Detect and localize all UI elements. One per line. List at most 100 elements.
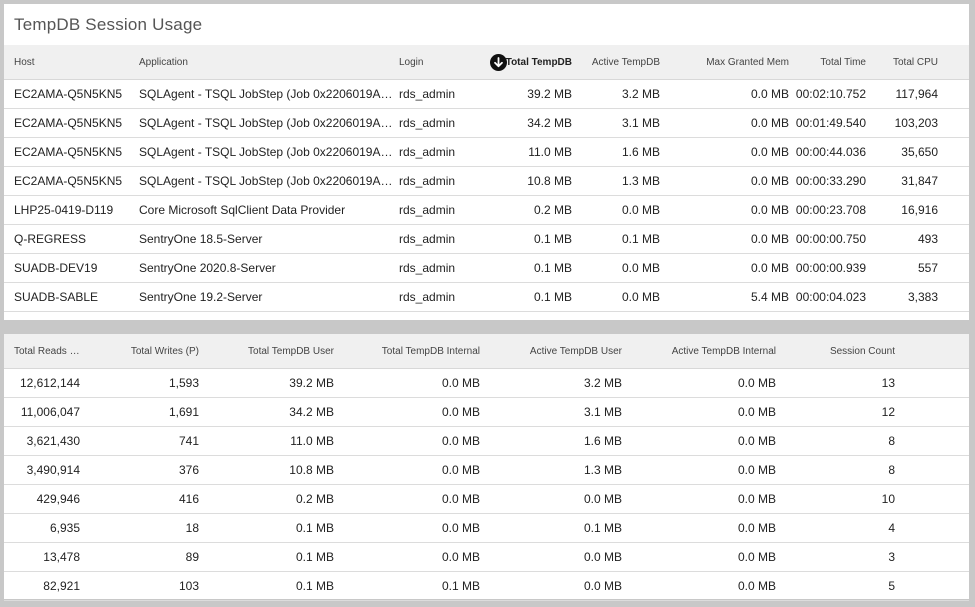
cell-active-tempdb: 1.6 MB: [621, 145, 660, 159]
cell-total-time: 00:00:00.750: [795, 232, 866, 246]
cell-total-writes: 18: [185, 521, 199, 535]
session-row[interactable]: EC2AMA-Q5N5KN5 SQLAgent - TSQL JobStep (J…: [4, 167, 969, 196]
cell-total-reads: 11,006,047: [20, 405, 80, 419]
column-header-active-tempdb[interactable]: Active TempDB: [591, 57, 660, 68]
cell-total-tempdb-internal: 0.0 MB: [441, 376, 480, 390]
cell-session-count: 3: [888, 550, 895, 564]
cell-application: SQLAgent - TSQL JobStep (Job 0x2206019AD…: [139, 116, 394, 130]
session-row[interactable]: EC2AMA-Q5N5KN5 SQLAgent - TSQL JobStep (J…: [4, 138, 969, 167]
cell-total-tempdb-user: 0.2 MB: [295, 492, 334, 506]
cell-total-tempdb-internal: 0.0 MB: [441, 550, 480, 564]
column-header-max-granted-mem[interactable]: Max Granted Mem: [706, 57, 789, 68]
cell-active-tempdb: 0.0 MB: [621, 203, 660, 217]
cell-active-tempdb-internal: 0.0 MB: [737, 376, 776, 390]
session-row[interactable]: LHP25-0419-D119 Core Microsoft SqlClient …: [4, 196, 969, 225]
column-header-active-tempdb-internal[interactable]: Active TempDB Internal: [671, 346, 776, 357]
cell-session-count: 8: [888, 463, 895, 477]
cell-host: EC2AMA-Q5N5KN5: [14, 87, 123, 101]
session-row[interactable]: EC2AMA-Q5N5KN5 SQLAgent - TSQL JobStep (J…: [4, 109, 969, 138]
cell-total-reads: 3,621,430: [26, 434, 80, 448]
session-row[interactable]: SUADB-SABLE SentryOne 19.2-Server rds_admi…: [4, 283, 969, 312]
io-row[interactable]: 82,921 103 0.1 MB 0.1 MB 0.0 MB 0.0 MB 5: [4, 572, 969, 601]
column-header-total-tempdb[interactable]: Total TempDB: [505, 57, 572, 68]
cell-session-count: 12: [881, 405, 895, 419]
cell-total-reads: 3,490,914: [26, 463, 80, 477]
cell-total-tempdb-internal: 0.0 MB: [441, 434, 480, 448]
cell-total-tempdb: 39.2 MB: [527, 87, 572, 101]
column-header-session-count[interactable]: Session Count: [829, 346, 895, 357]
cell-active-tempdb: 0.1 MB: [621, 232, 660, 246]
cell-total-cpu: 103,203: [894, 116, 938, 130]
cell-host: EC2AMA-Q5N5KN5: [14, 145, 123, 159]
cell-total-cpu: 31,847: [901, 174, 938, 188]
cell-host: SUADB-DEV19: [14, 261, 98, 275]
column-header-total-tempdb-internal[interactable]: Total TempDB Internal: [381, 346, 480, 357]
cell-active-tempdb-user: 3.2 MB: [583, 376, 622, 390]
cell-total-reads: 12,612,144: [19, 376, 80, 390]
cell-total-cpu: 117,964: [895, 87, 939, 101]
cell-active-tempdb: 3.2 MB: [621, 87, 660, 101]
session-row[interactable]: Q-REGRESS SentryOne 18.5-Server rds_admin 0…: [4, 225, 969, 254]
cell-total-writes: 416: [178, 492, 199, 506]
cell-active-tempdb: 0.0 MB: [621, 290, 660, 304]
sessions-table-header: Host Application Login Total TempDB Active T…: [4, 45, 969, 80]
cell-total-tempdb-internal: 0.0 MB: [441, 463, 480, 477]
cell-application: SentryOne 19.2-Server: [139, 290, 263, 304]
cell-total-reads: 429,946: [36, 492, 80, 506]
cell-session-count: 13: [881, 376, 895, 390]
io-row[interactable]: 11,006,047 1,691 34.2 MB 0.0 MB 3.1 MB 0.0 MB…: [4, 398, 969, 427]
cell-total-writes: 1,593: [168, 376, 199, 390]
io-row[interactable]: 6,935 18 0.1 MB 0.0 MB 0.1 MB 0.0 MB 4: [4, 514, 969, 543]
column-header-total-time[interactable]: Total Time: [820, 57, 866, 68]
column-header-total-reads[interactable]: Total Reads (L): [14, 346, 80, 357]
column-header-application[interactable]: Application: [139, 57, 188, 68]
cell-max-granted-mem: 0.0 MB: [750, 87, 789, 101]
io-row[interactable]: 3,490,914 376 10.8 MB 0.0 MB 1.3 MB 0.0 MB 8: [4, 456, 969, 485]
session-row[interactable]: EC2AMA-Q5N5KN5 SQLAgent - TSQL JobStep (J…: [4, 80, 969, 109]
cell-total-reads: 13,478: [43, 550, 80, 564]
cell-host: Q-REGRESS: [14, 232, 87, 246]
column-header-host[interactable]: Host: [14, 57, 35, 68]
cell-active-tempdb-internal: 0.0 MB: [737, 579, 776, 593]
cell-active-tempdb-user: 1.3 MB: [583, 463, 622, 477]
cell-max-granted-mem: 0.0 MB: [750, 174, 789, 188]
cell-application: Core Microsoft SqlClient Data Provider: [139, 203, 346, 217]
column-header-total-writes[interactable]: Total Writes (P): [130, 346, 199, 357]
cell-host: EC2AMA-Q5N5KN5: [14, 116, 123, 130]
session-row[interactable]: SUADB-DEV19 SentryOne 2020.8-Server rds_ad…: [4, 254, 969, 283]
cell-total-tempdb-internal: 0.1 MB: [441, 579, 480, 593]
cell-application: SQLAgent - TSQL JobStep (Job 0x2206019AD…: [139, 87, 394, 101]
cell-max-granted-mem: 0.0 MB: [750, 116, 789, 130]
cell-total-tempdb-internal: 0.0 MB: [441, 521, 480, 535]
cell-active-tempdb-internal: 0.0 MB: [737, 405, 776, 419]
cell-total-reads: 82,921: [43, 579, 80, 593]
sessions-panel: TempDB Session Usage Host Application Logi…: [4, 4, 969, 320]
column-header-total-cpu[interactable]: Total CPU: [892, 57, 938, 68]
cell-total-tempdb-internal: 0.0 MB: [441, 405, 480, 419]
cell-total-tempdb: 0.1 MB: [533, 232, 572, 246]
cell-total-tempdb-user: 11.0 MB: [290, 434, 334, 448]
cell-active-tempdb-user: 0.0 MB: [583, 550, 622, 564]
cell-session-count: 8: [888, 434, 895, 448]
io-row[interactable]: 12,612,144 1,593 39.2 MB 0.0 MB 3.2 MB 0.0 MB…: [4, 369, 969, 398]
cell-total-tempdb: 11.0 MB: [528, 145, 572, 159]
io-row[interactable]: 3,621,430 741 11.0 MB 0.0 MB 1.6 MB 0.0 MB 8: [4, 427, 969, 456]
cell-total-tempdb-user: 0.1 MB: [295, 521, 334, 535]
io-row[interactable]: 429,946 416 0.2 MB 0.0 MB 0.0 MB 0.0 MB 10: [4, 485, 969, 514]
sort-descending-icon[interactable]: [490, 54, 507, 71]
cell-total-tempdb: 0.2 MB: [533, 203, 572, 217]
cell-max-granted-mem: 0.0 MB: [750, 232, 789, 246]
cell-application: SentryOne 18.5-Server: [139, 232, 263, 246]
cell-application: SentryOne 2020.8-Server: [139, 261, 276, 275]
cell-total-time: 00:00:04.023: [795, 290, 866, 304]
cell-active-tempdb-user: 3.1 MB: [583, 405, 622, 419]
io-row[interactable]: 13,478 89 0.1 MB 0.0 MB 0.0 MB 0.0 MB 3: [4, 543, 969, 572]
io-table-header: Total Reads (L) Total Writes (P) Total Tem…: [4, 334, 969, 369]
cell-active-tempdb-internal: 0.0 MB: [737, 550, 776, 564]
io-panel: Total Reads (L) Total Writes (P) Total Tem…: [4, 334, 969, 601]
column-header-total-tempdb-user[interactable]: Total TempDB User: [248, 346, 334, 357]
cell-application: SQLAgent - TSQL JobStep (Job 0x2206019AD…: [139, 145, 394, 159]
cell-total-tempdb: 0.1 MB: [533, 290, 572, 304]
cell-active-tempdb-user: 0.1 MB: [583, 521, 622, 535]
column-header-active-tempdb-user[interactable]: Active TempDB User: [529, 346, 622, 357]
